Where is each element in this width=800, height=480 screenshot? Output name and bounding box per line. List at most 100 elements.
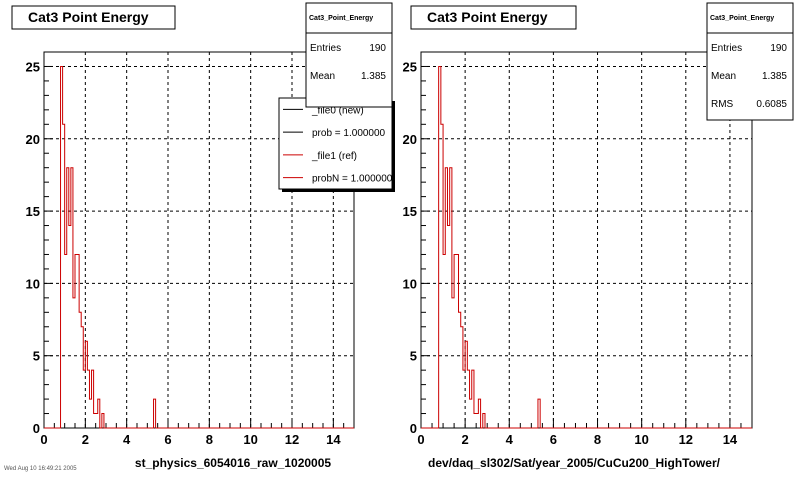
panel-1-y-tick-label: 0 [33,421,40,436]
panel-1-histogram-bin [75,254,77,428]
panel-1-y-tick-label: 5 [33,349,40,364]
panel-1-histogram-bin [77,254,79,428]
panel-2-histogram-bin [465,341,467,428]
panel-2-histogram-bin [538,399,540,428]
panel-2-y-tick-label: 5 [410,349,417,364]
panel-1-legend-label-1: _file0 (new) [311,105,364,116]
panel-1-histogram-bin [94,414,96,428]
panel-2-stats-box [706,2,794,121]
panel-1-x-tick-label: 12 [285,432,299,447]
panel-2-histogram-bin [474,414,476,428]
panel-2-y-tick-label: 15 [403,204,417,219]
panel-1-histogram-bin [63,124,65,428]
panel-1-histogram-bin [79,312,81,428]
panel-2-histogram-bin [483,414,485,428]
panel-2-y-tick-label: 10 [403,276,417,291]
panel-2-x-tick-label: 10 [634,432,648,447]
panel-2-histogram-bin [456,254,458,428]
panel-1-histogram-bin [87,370,89,428]
panel-2-x-tick-label: 12 [679,432,693,447]
panel-1-x-tick-label: 14 [326,432,341,447]
panel-2-histogram-bin [478,399,480,428]
panel-1-y-tick-label: 25 [26,59,40,74]
panel-1-stats-title: Cat3_Point_Energy [309,15,373,22]
panel-1-stats-label-mean: Mean [310,71,335,82]
panel-2-y-tick-label: 20 [403,132,417,147]
panel-1-chart-title: Cat3 Point Energy [28,9,149,25]
panel-1-x-tick-label: 0 [40,432,47,447]
panel-1-histogram-bin [67,168,69,428]
panel-2-histogram-bin [441,124,443,428]
panel-2-y-tick-label: 25 [403,59,417,74]
panel-2-histogram-bin [452,298,454,428]
panel-2-x-tick-label: 6 [550,432,557,447]
panel-1-x-tick-label: 6 [164,432,171,447]
panel-1-legend-label-2: prob = 1.000000 [312,128,386,139]
panel-1-stats-box [305,2,393,108]
panel-2-histogram-bin [463,370,465,428]
panel-1-y-tick-label: 10 [26,276,40,291]
panel-2-histogram-bin [439,66,441,428]
panel-2-histogram-bin [450,168,452,428]
panel-1-x-tick-label: 8 [206,432,213,447]
panel-2-stats-title: Cat3_Point_Energy [710,15,774,22]
panel-2-x-tick-label: 2 [462,432,469,447]
panel-2-histogram-bin [459,312,461,428]
panel-2-histogram-bin [443,254,445,428]
panel-2-histogram-bin [461,327,463,428]
panel-2-y-tick-label: 0 [410,421,417,436]
panel-2-plot-frame [420,51,753,429]
panel-2-stats-label-entries: Entries [711,43,742,54]
panel-2-chart-title: Cat3 Point Energy [427,9,548,25]
panel-1-y-tick-label: 20 [26,132,40,147]
panel-2-histogram-line [421,65,752,429]
panel-1-histogram-bin [83,370,85,428]
panel-1-legend-label-3: _file1 (ref) [311,151,357,162]
panel-1-histogram-bin [65,254,67,428]
panel-1-histogram-bin [61,66,63,428]
panel-1-histogram-bin [69,226,71,428]
panel-1-x-axis-label: st_physics_6054016_raw_1020005 [135,456,331,470]
panel-2-x-tick-label: 14 [723,432,738,447]
panel-1-histogram-bin [81,327,83,428]
panel-2-stats-label-rms: RMS [711,99,734,110]
footer-stamp: Wed Aug 10 16:49:21 2005 [4,466,77,472]
panel-2-histogram-bin [447,226,449,428]
panel-1-histogram-line [44,65,354,429]
panel-1-histogram-bin [89,399,91,428]
panel-1-legend-label-4: probN = 1.000000 [312,174,393,185]
panel-2-histogram-bin [445,168,447,428]
panel-2-x-tick-label: 4 [506,432,514,447]
panel-2-title-box [410,5,577,30]
panel-2-histogram-bin [472,370,474,428]
panel-1-histogram-bin [102,414,104,428]
panel-1-histogram-bin [71,168,73,428]
panel-2-histogram-bin [467,370,469,428]
panel-2-stats-value-mean: 1.385 [762,71,787,82]
panel-2-histogram-bin [476,414,478,428]
panel-2-histogram-bin [470,399,472,428]
panel-1-title-box [11,5,176,30]
panel-1-histogram-bin [85,341,87,428]
panel-1-x-tick-label: 4 [123,432,131,447]
panel-1-x-tick-label: 10 [243,432,257,447]
panel-1-histogram-bin [96,414,98,428]
panel-1-histogram-bin [73,298,75,428]
panel-2-x-axis-label: dev/daq_sl302/Sat/year_2005/CuCu200_High… [428,456,721,470]
panel-2-stats-value-entries: 190 [770,43,787,54]
panel-1-y-tick-label: 15 [26,204,40,219]
panel-2-x-tick-label: 0 [417,432,424,447]
panel-1-stats-label-entries: Entries [310,43,341,54]
panel-2-histogram-bin [454,254,456,428]
panel-2-x-tick-label: 8 [594,432,601,447]
panel-1-legend-box [278,97,393,190]
panel-2-stats-label-mean: Mean [711,71,736,82]
panel-1-stats-value-entries: 190 [369,43,386,54]
panel-1-stats-value-mean: 1.385 [361,71,386,82]
panel-1-histogram-bin [92,370,94,428]
panel-1-histogram-bin [98,399,100,428]
panel-2-stats-value-rms: 0.6085 [756,99,787,110]
panel-1-histogram-bin [154,399,156,428]
panel-1-x-tick-label: 2 [82,432,89,447]
